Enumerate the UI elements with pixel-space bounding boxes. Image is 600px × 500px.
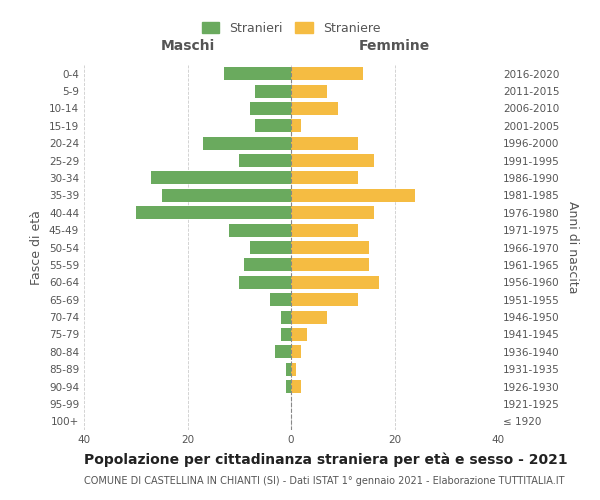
Bar bbox=[291, 206, 374, 220]
Bar bbox=[291, 310, 327, 324]
Bar bbox=[161, 189, 291, 202]
Bar bbox=[275, 346, 291, 358]
Bar bbox=[250, 102, 291, 115]
Text: Maschi: Maschi bbox=[160, 39, 215, 53]
Bar bbox=[203, 136, 291, 149]
Bar bbox=[291, 172, 358, 184]
Bar bbox=[291, 241, 368, 254]
Bar bbox=[291, 276, 379, 289]
Bar bbox=[286, 380, 291, 393]
Bar bbox=[291, 84, 327, 98]
Bar bbox=[291, 380, 301, 393]
Bar bbox=[291, 224, 358, 236]
Text: Popolazione per cittadinanza straniera per età e sesso - 2021: Popolazione per cittadinanza straniera p… bbox=[84, 452, 568, 467]
Bar bbox=[291, 362, 296, 376]
Bar bbox=[291, 328, 307, 341]
Bar bbox=[281, 328, 291, 341]
Text: COMUNE DI CASTELLINA IN CHIANTI (SI) - Dati ISTAT 1° gennaio 2021 - Elaborazione: COMUNE DI CASTELLINA IN CHIANTI (SI) - D… bbox=[84, 476, 565, 486]
Bar bbox=[239, 154, 291, 167]
Bar bbox=[291, 189, 415, 202]
Bar bbox=[136, 206, 291, 220]
Bar bbox=[255, 120, 291, 132]
Bar bbox=[255, 84, 291, 98]
Bar bbox=[151, 172, 291, 184]
Bar bbox=[291, 67, 364, 80]
Bar bbox=[244, 258, 291, 272]
Text: Femmine: Femmine bbox=[359, 39, 430, 53]
Bar bbox=[291, 154, 374, 167]
Bar bbox=[239, 276, 291, 289]
Bar bbox=[291, 346, 301, 358]
Bar bbox=[224, 67, 291, 80]
Bar bbox=[291, 293, 358, 306]
Bar bbox=[250, 241, 291, 254]
Bar bbox=[286, 362, 291, 376]
Bar bbox=[281, 310, 291, 324]
Y-axis label: Fasce di età: Fasce di età bbox=[31, 210, 43, 285]
Bar bbox=[291, 120, 301, 132]
Bar bbox=[229, 224, 291, 236]
Bar bbox=[291, 102, 338, 115]
Bar bbox=[291, 136, 358, 149]
Y-axis label: Anni di nascita: Anni di nascita bbox=[566, 201, 579, 294]
Bar bbox=[291, 258, 368, 272]
Legend: Stranieri, Straniere: Stranieri, Straniere bbox=[197, 16, 385, 40]
Bar bbox=[271, 293, 291, 306]
